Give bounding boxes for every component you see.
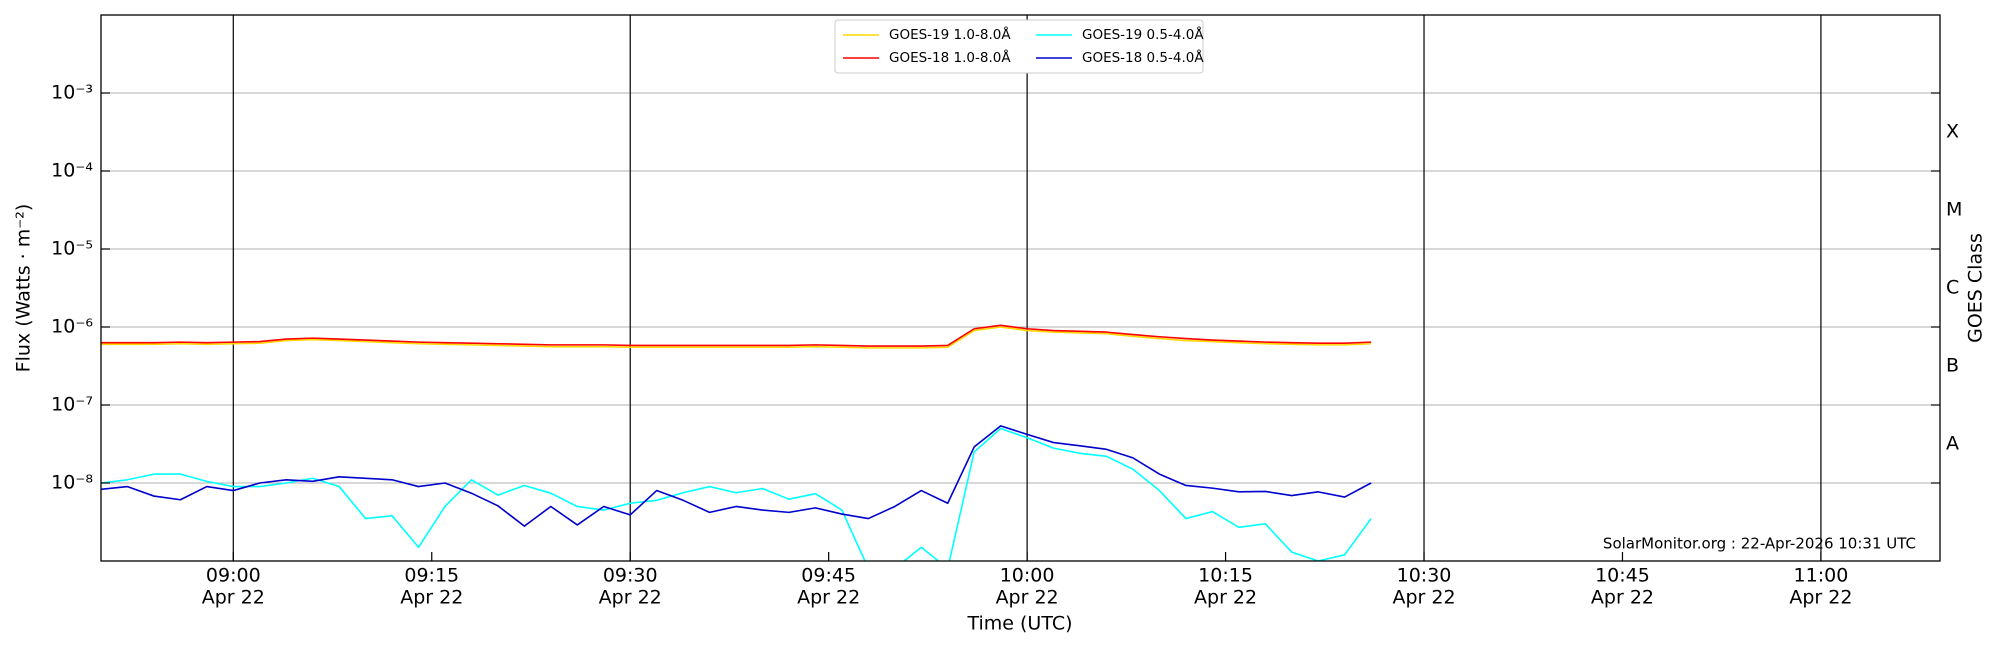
x-tick-label: 10:15 (1198, 565, 1253, 587)
x-tick-label: 09:45 (801, 565, 856, 587)
x-axis-title: Time (UTC) (966, 613, 1072, 635)
y-tick-label: 10⁻⁶ (51, 316, 93, 338)
x-tick-label: 10:30 (1397, 565, 1452, 587)
x-tick-date: Apr 22 (599, 587, 662, 609)
axes-frame (100, 14, 1941, 562)
x-tick-label: 10:45 (1595, 565, 1650, 587)
annotation: SolarMonitor.org : 22-Apr-2026 10:31 UTC (1603, 535, 1916, 553)
series-line (101, 425, 1372, 527)
x-tick-date: Apr 22 (1392, 587, 1455, 609)
series-line (101, 326, 1372, 349)
legend-box (834, 19, 1204, 74)
x-tick-date: Apr 22 (996, 587, 1059, 609)
x-tick-label: 11:00 (1794, 565, 1849, 587)
plot-area (101, 324, 1372, 561)
x-tick-date: Apr 22 (1789, 587, 1852, 609)
legend-label: GOES-19 0.5-4.0Å (1082, 26, 1204, 43)
x-tick-date: Apr 22 (1591, 587, 1654, 609)
legend-label: GOES-18 0.5-4.0Å (1082, 49, 1204, 66)
y2-axis-title: GOES Class (1965, 233, 1987, 343)
legend-label: GOES-18 1.0-8.0Å (889, 49, 1011, 66)
x-tick-date: Apr 22 (797, 587, 860, 609)
x-tick-label: 09:30 (603, 565, 658, 587)
x-tick-label: 09:15 (404, 565, 459, 587)
x-tick-label: 09:00 (206, 565, 261, 587)
x-tick-date: Apr 22 (202, 587, 265, 609)
class-label: A (1946, 433, 1959, 455)
y-tick-label: 10⁻⁵ (51, 238, 93, 260)
class-label: M (1946, 199, 1962, 221)
legend: GOES-19 1.0-8.0Å GOES-18 1.0-8.0Å GOES-19 … (834, 19, 1204, 74)
x-tick-date: Apr 22 (400, 587, 463, 609)
y-tick-label: 10⁻³ (51, 82, 93, 104)
y-tick-label: 10⁻⁸ (51, 472, 93, 494)
series-line (101, 427, 1372, 561)
series-line (101, 324, 1372, 347)
y-tick-label: 10⁻⁴ (51, 160, 93, 182)
y-axis-title: Flux (Watts · m⁻²) (13, 204, 35, 373)
class-label: X (1946, 121, 1959, 143)
grid (101, 15, 1940, 561)
class-label: C (1946, 277, 1959, 299)
y-tick-label: 10⁻⁷ (51, 394, 93, 416)
class-label: B (1946, 355, 1959, 377)
x-tick-label: 10:00 (1000, 565, 1055, 587)
x-tick-date: Apr 22 (1194, 587, 1257, 609)
legend-label: GOES-19 1.0-8.0Å (889, 26, 1011, 43)
